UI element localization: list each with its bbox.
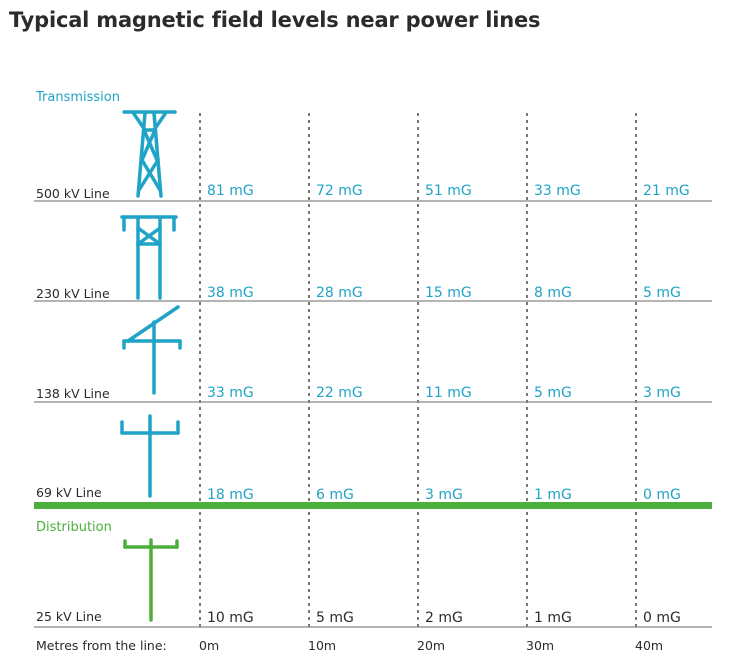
distribution-pole-icon bbox=[123, 538, 179, 622]
value-cell: 33 mG bbox=[207, 385, 254, 401]
angled-crossarm-pole-icon bbox=[122, 305, 182, 395]
value-cell: 3 mG bbox=[425, 487, 463, 503]
value-cell: 3 mG bbox=[643, 385, 681, 401]
row-label-25kv: 25 kV Line bbox=[36, 609, 102, 624]
distance-guides bbox=[199, 113, 637, 628]
x-axis-tick: 10m bbox=[308, 638, 336, 653]
value-cell: 21 mG bbox=[643, 183, 690, 199]
h-frame-tower-icon bbox=[120, 215, 178, 300]
value-cell: 10 mG bbox=[207, 610, 254, 626]
lattice-tower-icon bbox=[122, 110, 177, 198]
value-cell: 28 mG bbox=[316, 285, 363, 301]
value-cell: 0 mG bbox=[643, 487, 681, 503]
crossarm-pole-icon bbox=[120, 414, 180, 498]
row-label-500kv: 500 kV Line bbox=[36, 186, 110, 201]
value-cell: 33 mG bbox=[534, 183, 581, 199]
value-cell: 11 mG bbox=[425, 385, 472, 401]
section-divider bbox=[34, 502, 712, 509]
row-rules bbox=[34, 200, 712, 628]
value-cell: 5 mG bbox=[534, 385, 572, 401]
value-cell: 2 mG bbox=[425, 610, 463, 626]
row-label-230kv: 230 kV Line bbox=[36, 286, 110, 301]
value-cell: 6 mG bbox=[316, 487, 354, 503]
x-axis-tick: 20m bbox=[417, 638, 445, 653]
value-cell: 72 mG bbox=[316, 183, 363, 199]
value-cell: 0 mG bbox=[643, 610, 681, 626]
x-axis-tick: 30m bbox=[526, 638, 554, 653]
value-cell: 81 mG bbox=[207, 183, 254, 199]
value-cell: 5 mG bbox=[316, 610, 354, 626]
page-title: Typical magnetic field levels near power… bbox=[9, 8, 541, 32]
x-axis-label: Metres from the line: bbox=[36, 638, 167, 653]
value-cell: 1 mG bbox=[534, 610, 572, 626]
value-cell: 8 mG bbox=[534, 285, 572, 301]
distribution-section-label: Distribution bbox=[36, 520, 112, 535]
x-axis-tick: 0m bbox=[199, 638, 219, 653]
value-cell: 51 mG bbox=[425, 183, 472, 199]
row-label-138kv: 138 kV Line bbox=[36, 386, 110, 401]
row-label-69kv: 69 kV Line bbox=[36, 485, 102, 500]
value-cell: 1 mG bbox=[534, 487, 572, 503]
transmission-section-label: Transmission bbox=[35, 90, 120, 105]
x-axis-tick: 40m bbox=[635, 638, 663, 653]
value-cell: 18 mG bbox=[207, 487, 254, 503]
value-cell: 22 mG bbox=[316, 385, 363, 401]
value-cell: 38 mG bbox=[207, 285, 254, 301]
value-cell: 5 mG bbox=[643, 285, 681, 301]
value-cell: 15 mG bbox=[425, 285, 472, 301]
